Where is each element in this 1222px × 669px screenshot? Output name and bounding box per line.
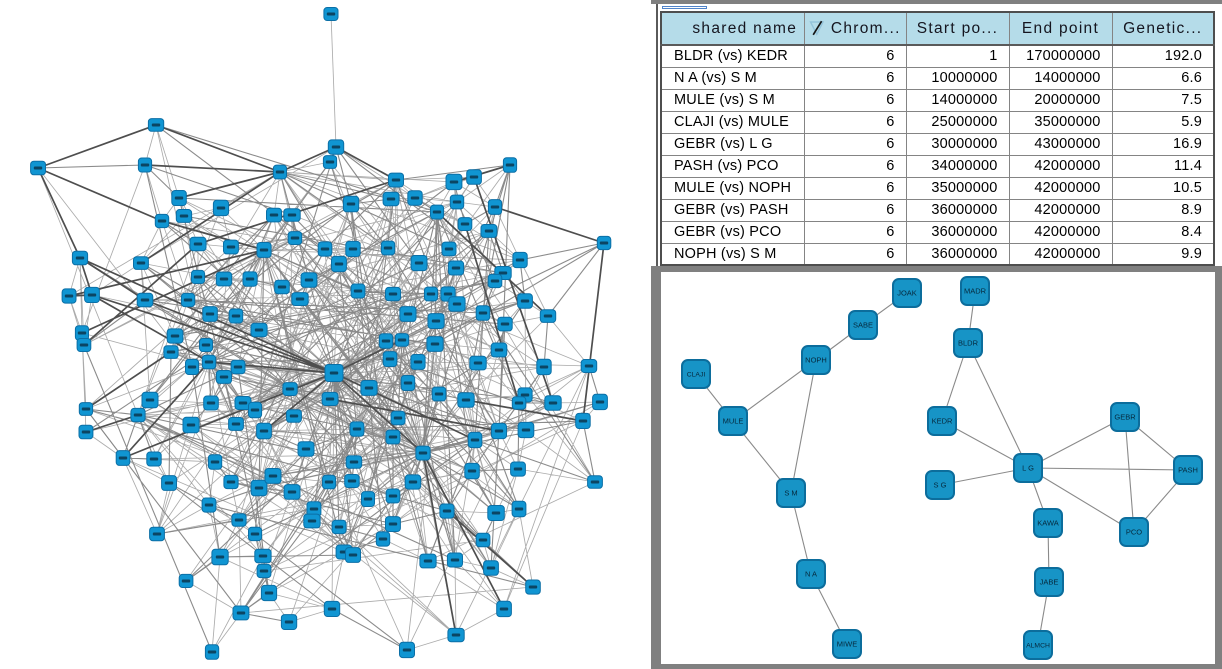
svg-text:S M: S M	[784, 488, 797, 497]
svg-text:L G: L G	[1022, 463, 1034, 472]
svg-text:SABE: SABE	[853, 320, 873, 329]
svg-text:KEDR: KEDR	[932, 416, 953, 425]
svg-text:MULE: MULE	[723, 416, 744, 425]
svg-text:GEBR: GEBR	[1114, 412, 1136, 421]
svg-text:JOAK: JOAK	[897, 288, 917, 297]
svg-text:NOPH: NOPH	[805, 355, 827, 364]
svg-text:MIWE: MIWE	[837, 639, 857, 648]
svg-text:BLDR: BLDR	[958, 338, 979, 347]
svg-text:CLAJI: CLAJI	[687, 371, 706, 378]
svg-text:ALMCH: ALMCH	[1026, 642, 1050, 649]
svg-text:S G: S G	[934, 480, 947, 489]
svg-text:PCO: PCO	[1126, 527, 1142, 536]
svg-text:JABE: JABE	[1040, 577, 1059, 586]
svg-text:KAWA: KAWA	[1037, 518, 1059, 527]
svg-text:MADR: MADR	[964, 286, 987, 295]
svg-text:N A: N A	[805, 569, 817, 578]
svg-text:PASH: PASH	[1178, 465, 1198, 474]
